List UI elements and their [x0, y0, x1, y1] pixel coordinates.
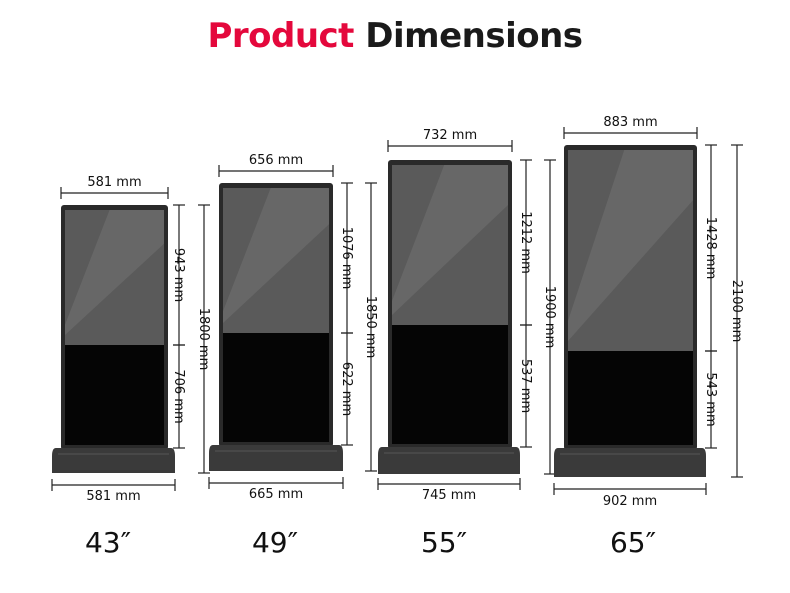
lower-height-label: 543 mm [703, 372, 718, 426]
upper-height-label: 943 mm [171, 248, 186, 302]
page-title: Product Dimensions [0, 16, 790, 56]
screen-width-label: 656 mm [249, 153, 303, 168]
kiosk-base [52, 448, 175, 473]
kiosk-1: 581 mm 581 mm 943 mm 706 mm 1800 mm 43″ [51, 175, 211, 559]
upper-height-label: 1076 mm [339, 227, 354, 290]
total-height-label: 1800 mm [196, 308, 211, 371]
kiosk-base [378, 447, 520, 474]
title-rest: Dimensions [365, 16, 583, 56]
size-label: 43″ [85, 526, 131, 559]
screen-reflection [568, 150, 693, 341]
total-height-label: 1850 mm [363, 296, 378, 359]
screen-reflection [65, 210, 164, 335]
screen-width-label: 581 mm [87, 175, 141, 190]
title-accent: Product [207, 16, 354, 56]
screen-width-label: 883 mm [603, 115, 657, 130]
size-label: 65″ [610, 526, 656, 559]
kiosk-2: 656 mm 665 mm 1076 mm 622 mm 1850 mm 49″ [208, 153, 378, 559]
base-width-label: 902 mm [603, 494, 657, 509]
lower-height-label: 622 mm [339, 362, 354, 416]
kiosk-3: 732 mm 745 mm 1212 mm 537 mm 1900 mm 55″ [377, 128, 557, 559]
upper-height-label: 1212 mm [518, 211, 533, 274]
screen-lower [568, 351, 693, 445]
lower-height-label: 537 mm [518, 359, 533, 413]
total-height-label: 1900 mm [542, 286, 557, 349]
base-width-label: 665 mm [249, 487, 303, 502]
size-label: 55″ [421, 526, 467, 559]
screen-reflection [392, 165, 508, 315]
upper-height-label: 1428 mm [703, 217, 718, 280]
screen-width-label: 732 mm [423, 128, 477, 143]
kiosk-4: 883 mm 902 mm 1428 mm 543 mm 2100 mm 65″ [553, 115, 744, 559]
kiosk-base [554, 448, 706, 477]
screen-lower [392, 325, 508, 444]
kiosk-base [209, 445, 343, 471]
lower-height-label: 706 mm [171, 369, 186, 423]
screen-lower [65, 345, 164, 445]
base-width-label: 745 mm [422, 488, 476, 503]
screen-lower [223, 333, 329, 442]
screen-reflection [223, 188, 329, 323]
base-width-label: 581 mm [86, 489, 140, 504]
size-label: 49″ [252, 526, 298, 559]
total-height-label: 2100 mm [729, 280, 744, 343]
